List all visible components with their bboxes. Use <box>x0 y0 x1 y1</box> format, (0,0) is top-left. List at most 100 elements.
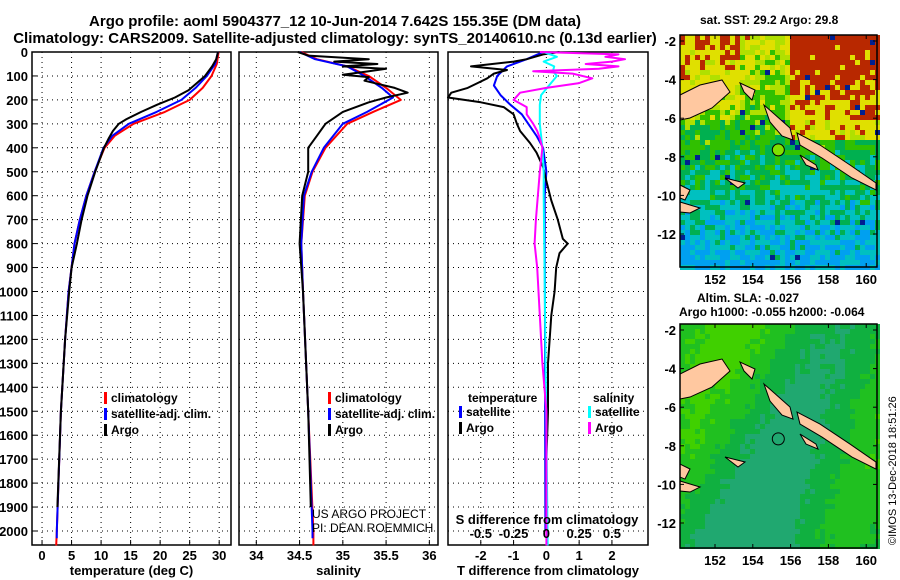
map-cell <box>845 240 850 245</box>
map-cell <box>810 329 815 334</box>
map-cell <box>795 349 800 354</box>
map-cell <box>705 489 710 494</box>
map-cell <box>710 429 715 434</box>
map-cell <box>830 115 835 120</box>
map-cell <box>865 65 870 70</box>
map-cell <box>830 135 835 140</box>
map-cell <box>740 55 745 60</box>
map-cell <box>815 90 820 95</box>
map-cell <box>795 369 800 374</box>
map-cell <box>715 230 720 235</box>
map-cell <box>780 424 785 429</box>
map-cell <box>785 454 790 459</box>
map-cell <box>850 55 855 60</box>
map-cell <box>805 260 810 265</box>
map-cell <box>765 90 770 95</box>
map-cell <box>825 105 830 110</box>
map-cell <box>795 414 800 419</box>
island-landmass <box>762 382 794 420</box>
map-cell <box>735 235 740 240</box>
map-cell <box>695 334 700 339</box>
map-cell <box>785 110 790 115</box>
temp-legend-label: satellite-adj. clim. <box>111 407 211 421</box>
map-cell <box>730 444 735 449</box>
map-cell <box>845 230 850 235</box>
map-cell <box>685 140 690 145</box>
map-cell <box>775 215 780 220</box>
map-cell <box>835 35 840 40</box>
map-cell <box>700 529 705 534</box>
map-cell <box>810 255 815 260</box>
map-cell <box>860 524 865 529</box>
map-cell <box>765 50 770 55</box>
map-cell <box>750 514 755 519</box>
map-cell <box>800 459 805 464</box>
map-cell <box>840 45 845 50</box>
map-cell <box>820 80 825 85</box>
map-cell <box>820 120 825 125</box>
map-cell <box>835 240 840 245</box>
map-cell <box>775 55 780 60</box>
map-cell <box>860 509 865 514</box>
lat-tick-label: -2 <box>664 34 676 49</box>
map-cell <box>725 509 730 514</box>
map-cell <box>750 334 755 339</box>
map-cell <box>820 180 825 185</box>
map-cell <box>720 145 725 150</box>
map-cell <box>825 424 830 429</box>
map-cell <box>850 344 855 349</box>
map-cell <box>855 474 860 479</box>
map-cell <box>820 414 825 419</box>
map-cell <box>785 509 790 514</box>
map-cell <box>685 544 690 549</box>
map-cell <box>760 349 765 354</box>
map-cell <box>700 240 705 245</box>
map-cell <box>800 205 805 210</box>
map-cell <box>865 160 870 165</box>
map-cell <box>765 394 770 399</box>
map-cell <box>710 329 715 334</box>
map-cell <box>795 120 800 125</box>
map-cell <box>850 85 855 90</box>
map-cell <box>780 389 785 394</box>
map-cell <box>680 414 685 419</box>
map-cell <box>740 140 745 145</box>
map-cell <box>835 464 840 469</box>
map-cell <box>760 539 765 544</box>
map-cell <box>690 414 695 419</box>
map-cell <box>825 160 830 165</box>
map-cell <box>870 354 875 359</box>
map-cell <box>860 235 865 240</box>
map-cell <box>755 379 760 384</box>
map-cell <box>815 195 820 200</box>
map-cell <box>810 454 815 459</box>
map-cell <box>735 369 740 374</box>
map-cell <box>780 369 785 374</box>
map-cell <box>735 359 740 364</box>
map-cell <box>770 250 775 255</box>
map-cell <box>810 115 815 120</box>
map-cell <box>820 220 825 225</box>
map-cell <box>785 235 790 240</box>
map-cell <box>735 85 740 90</box>
map-cell <box>730 369 735 374</box>
map-cell <box>855 180 860 185</box>
map-cell <box>845 70 850 75</box>
map-cell <box>680 155 685 160</box>
map-cell <box>680 504 685 509</box>
map-cell <box>805 170 810 175</box>
map-cell <box>705 150 710 155</box>
map-cell <box>840 404 845 409</box>
map-cell <box>740 324 745 329</box>
map-cell <box>790 439 795 444</box>
map-cell <box>750 474 755 479</box>
lon-tick-label: 152 <box>704 553 726 568</box>
map-cell <box>735 260 740 265</box>
map-cell <box>855 65 860 70</box>
map-cell <box>715 519 720 524</box>
map-cell <box>780 469 785 474</box>
map-cell <box>725 125 730 130</box>
map-cell <box>710 260 715 265</box>
map-cell <box>715 459 720 464</box>
map-cell <box>860 90 865 95</box>
